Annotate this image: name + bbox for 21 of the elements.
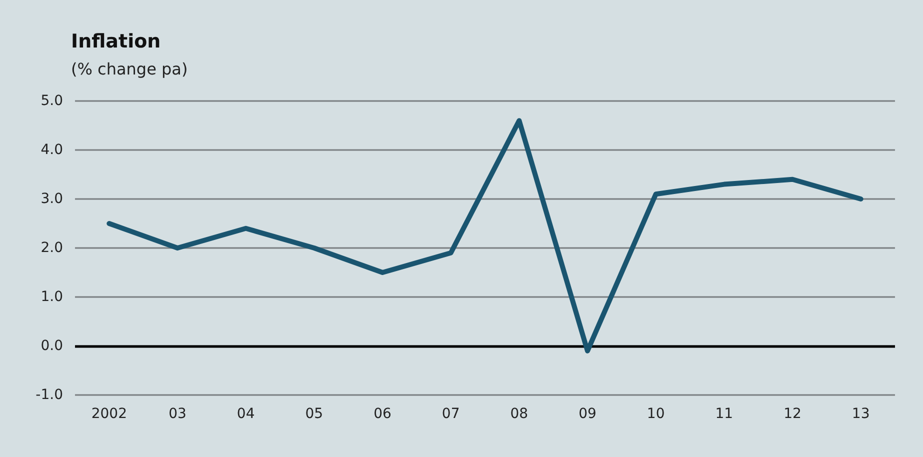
y-tick-label: 1.0 [40, 289, 63, 305]
x-tick-label: 06 [374, 406, 392, 422]
x-tick-label: 09 [578, 406, 596, 422]
y-tick-label: 5.0 [40, 93, 63, 109]
y-tick-label: -1.0 [36, 387, 63, 403]
y-tick-label: 4.0 [40, 142, 63, 158]
chart-title: Inflation [71, 30, 161, 52]
chart-subtitle: (% change pa) [71, 60, 188, 78]
x-tick-label: 2002 [91, 406, 127, 422]
x-tick-label: 11 [715, 406, 734, 422]
x-tick-label: 12 [784, 406, 802, 422]
y-tick-label: 3.0 [40, 191, 63, 207]
x-tick-label: 13 [852, 406, 870, 422]
y-tick-label: 0.0 [40, 338, 63, 354]
x-tick-label: 05 [305, 406, 324, 422]
x-tick-label: 04 [236, 406, 255, 422]
x-tick-label: 07 [442, 406, 460, 422]
x-tick-label: 10 [646, 406, 665, 422]
y-tick-label: 2.0 [40, 240, 63, 256]
x-tick-label: 03 [168, 406, 186, 422]
x-tick-label: 08 [510, 406, 528, 422]
